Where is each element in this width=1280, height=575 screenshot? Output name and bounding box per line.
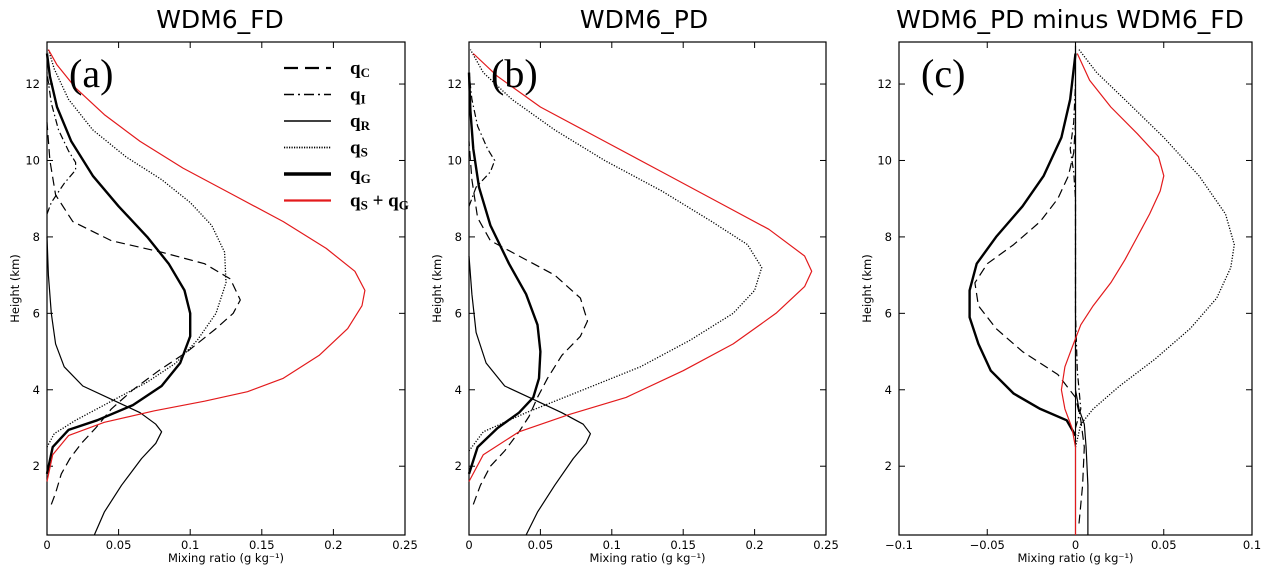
x-tick-label: 0.05 [1151, 538, 1177, 552]
series-line-qc [46, 122, 241, 505]
panel-label: (b) [491, 51, 538, 96]
y-tick-label: 2 [455, 459, 462, 473]
x-tick-label: 0.25 [392, 538, 418, 552]
legend-label-part: R [361, 118, 371, 133]
legend-label: qS + qG [350, 191, 409, 213]
legend-label: qR [350, 111, 371, 133]
chart-panel-1: WDM6_FD 0 0.05 0.1 0.15 0.2 0.25 2 4 6 8 10 12 Mixing… [8, 5, 418, 565]
x-tick-label: 0.2 [745, 538, 763, 552]
x-tick-label: 0.1 [603, 538, 621, 552]
series-line-qi [468, 72, 496, 207]
legend-item: qS [284, 138, 368, 160]
series-line-qi [1069, 83, 1082, 429]
x-tick-label: 0.05 [106, 538, 132, 552]
legend-label-part: I [361, 92, 366, 107]
chart-title: WDM6_FD [156, 5, 284, 34]
y-tick-label: 8 [885, 230, 892, 244]
series-line-qs [1074, 49, 1235, 448]
y-tick-label: 6 [455, 306, 462, 320]
chart-title: WDM6_PD [580, 5, 708, 34]
legend-item: qR [284, 111, 371, 133]
x-axis-label: Mixing ratio (g kg⁻¹) [168, 551, 284, 565]
y-axis-label: Height (km) [430, 254, 444, 323]
legend-label-part: q [350, 58, 361, 79]
x-axis-label: Mixing ratio (g kg⁻¹) [589, 551, 705, 565]
legend-item: qS + qG [284, 191, 409, 213]
x-tick-label: 0.05 [528, 538, 554, 552]
series-line-qr [46, 236, 163, 536]
y-axis-label: Height (km) [860, 254, 874, 323]
y-tick-label: 10 [25, 153, 40, 167]
legend-label-part: G [399, 198, 409, 213]
x-tick-label: −0.1 [885, 538, 913, 552]
y-tick-label: 8 [455, 230, 462, 244]
legend-label-part: S [361, 198, 368, 213]
series-line-qsqg [468, 53, 813, 482]
series-line-qc [974, 122, 1085, 524]
y-tick-label: 12 [25, 77, 40, 91]
legend-label-part: q [350, 85, 361, 106]
y-tick-label: 4 [455, 383, 462, 397]
legend-label-part: S [361, 145, 368, 160]
legend-label: qG [350, 164, 371, 186]
x-tick-label: 0.1 [1243, 538, 1261, 552]
y-tick-label: 10 [447, 153, 462, 167]
series-line-qs [468, 49, 763, 452]
y-tick-label: 12 [877, 77, 892, 91]
series-line-qc [468, 141, 589, 505]
legend-item: qC [284, 58, 370, 80]
legend-label-part: C [361, 65, 370, 80]
panel-label: (c) [921, 51, 965, 96]
y-tick-label: 6 [33, 306, 40, 320]
plot-frame [46, 41, 406, 536]
series-line-qi [46, 72, 77, 215]
legend-label: qS [350, 138, 368, 160]
x-tick-label: 0 [465, 538, 472, 552]
series-line-qsqg [1060, 53, 1165, 535]
x-tick-label: −0.05 [970, 538, 1005, 552]
chart-title: WDM6_PD minus WDM6_FD [896, 5, 1244, 34]
panel-label: (a) [69, 51, 113, 96]
series-line-qr [468, 255, 591, 536]
legend-label-part: G [361, 171, 371, 186]
legend-label-part: + [368, 191, 388, 212]
legend-label-part: q [350, 111, 361, 132]
y-tick-label: 12 [447, 77, 462, 91]
legend-label-part: q [350, 138, 361, 159]
x-tick-label: 0.1 [181, 538, 199, 552]
legend-label-part: q [350, 164, 361, 185]
series-line-qsqg [46, 49, 366, 482]
series-line-qg [968, 53, 1077, 437]
legend-label-part: q [388, 191, 399, 212]
legend-label: qC [350, 58, 370, 80]
series-line-qr [1074, 45, 1089, 535]
y-tick-label: 4 [33, 383, 40, 397]
legend-label-part: q [350, 191, 361, 212]
x-tick-label: 0.15 [249, 538, 275, 552]
series-line-qg [45, 53, 192, 475]
x-axis-label: Mixing ratio (g kg⁻¹) [1017, 551, 1133, 565]
chart-panel-2: WDM6_PD 0 0.05 0.1 0.15 0.2 0.25 2 4 6 8 10 12 Mixing… [430, 5, 839, 565]
y-tick-label: 2 [33, 459, 40, 473]
x-tick-label: 0 [1072, 538, 1079, 552]
chart-panel-3: WDM6_PD minus WDM6_FD −0.1 −0.05 0 0.05 0.1 2 4… [860, 5, 1261, 565]
plot-frame [468, 41, 827, 536]
y-tick-label: 4 [885, 383, 892, 397]
y-tick-label: 10 [877, 153, 892, 167]
y-tick-label: 2 [885, 459, 892, 473]
x-tick-label: 0.2 [324, 538, 342, 552]
legend-item: qI [284, 85, 366, 107]
legend-label: qI [350, 85, 366, 107]
y-tick-label: 6 [885, 306, 892, 320]
series-line-qs [46, 49, 227, 448]
y-tick-label: 8 [33, 230, 40, 244]
x-tick-label: 0.15 [670, 538, 696, 552]
legend-item: qG [284, 164, 371, 186]
y-axis-label: Height (km) [8, 254, 22, 323]
series-line-qg [467, 72, 542, 475]
x-tick-label: 0.25 [813, 538, 839, 552]
x-tick-label: 0 [43, 538, 50, 552]
